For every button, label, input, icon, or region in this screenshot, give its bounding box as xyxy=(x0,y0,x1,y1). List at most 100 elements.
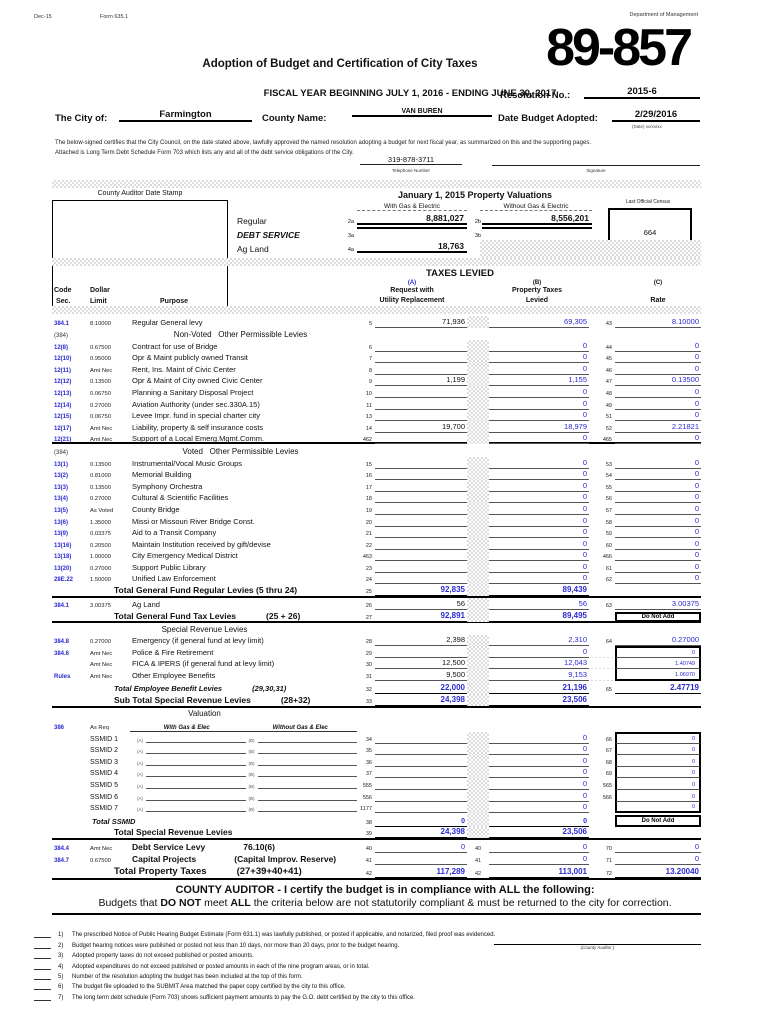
field-c[interactable]: 0 xyxy=(615,363,701,375)
field-a[interactable] xyxy=(375,550,467,562)
telephone-field[interactable]: 319-878-3711 xyxy=(360,155,462,165)
field-c[interactable]: 8.10000 xyxy=(615,316,701,328)
field-a[interactable] xyxy=(375,755,467,767)
field-c[interactable]: 0 xyxy=(615,480,701,492)
checklist-blank-field[interactable] xyxy=(34,942,51,949)
field-c[interactable]: 0 xyxy=(615,340,701,352)
field-a[interactable] xyxy=(375,646,467,658)
field-a[interactable] xyxy=(375,732,467,744)
checklist-blank-field[interactable] xyxy=(34,983,51,991)
field-c[interactable]: 0 xyxy=(615,469,701,481)
field-b[interactable]: 0 xyxy=(489,755,589,767)
field-c[interactable]: 0 xyxy=(615,457,701,469)
total-a[interactable]: 24,398 xyxy=(375,694,467,706)
total-a[interactable]: 22,000 xyxy=(375,681,467,695)
field-a[interactable]: 9,500 xyxy=(375,669,467,681)
ssmid-with-field[interactable] xyxy=(146,758,246,766)
field-a[interactable] xyxy=(375,386,467,399)
signature-field[interactable] xyxy=(492,164,700,166)
field-a[interactable] xyxy=(375,744,467,756)
field-b[interactable]: 0 xyxy=(489,840,589,853)
field-b[interactable]: 0 xyxy=(489,386,589,399)
field-c[interactable]: 0 xyxy=(615,789,701,802)
field-b[interactable]: 0 xyxy=(489,433,589,444)
field-b[interactable]: 0 xyxy=(489,538,589,550)
field-a[interactable] xyxy=(375,433,467,444)
field-c[interactable]: 0 xyxy=(615,386,701,399)
checklist-blank-field[interactable] xyxy=(34,973,51,980)
county-auditor-signature-field[interactable]: (County Auditor ) xyxy=(494,944,701,950)
total-b[interactable]: 113,001 xyxy=(489,865,589,879)
field-a[interactable]: 71,936 xyxy=(375,316,467,328)
field-a[interactable]: 56 xyxy=(375,598,467,610)
field-b[interactable]: 0 xyxy=(489,340,589,352)
field-b[interactable]: 0 xyxy=(489,561,589,573)
total-a[interactable]: 117,289 xyxy=(375,865,467,879)
field-b[interactable]: 0 xyxy=(489,802,589,814)
field-c[interactable]: 0 xyxy=(615,550,701,562)
total-b[interactable]: 23,506 xyxy=(489,827,589,839)
total-b[interactable]: 23,506 xyxy=(489,694,589,706)
field-b[interactable]: 0 xyxy=(489,550,589,562)
field-a[interactable]: 2,398 xyxy=(375,635,467,647)
field-b[interactable]: 56 xyxy=(489,598,589,610)
field-b[interactable]: 0 xyxy=(489,732,589,744)
field-c[interactable]: 0 xyxy=(615,352,701,364)
field-b[interactable]: 0 xyxy=(489,790,589,802)
field-b[interactable]: 0 xyxy=(489,744,589,756)
field-b[interactable]: 0 xyxy=(489,469,589,481)
field-c[interactable]: 0 xyxy=(615,801,701,814)
total-a[interactable]: 92,891 xyxy=(375,610,467,622)
total-a[interactable]: 92,835 xyxy=(375,584,467,596)
field-c[interactable]: 0 xyxy=(615,398,701,410)
total-b[interactable]: 89,439 xyxy=(489,584,589,596)
field-a[interactable] xyxy=(375,410,467,422)
field-b[interactable]: 18,979 xyxy=(489,421,589,433)
field-b[interactable]: 0 xyxy=(489,398,589,410)
ssmid-with-field[interactable] xyxy=(146,746,246,755)
field-c[interactable]: 0 xyxy=(615,766,701,779)
field-b[interactable]: 0 xyxy=(489,410,589,422)
field-c[interactable]: 0 xyxy=(615,743,701,756)
field-a[interactable] xyxy=(375,352,467,364)
field-b[interactable]: 0 xyxy=(489,352,589,364)
ssmid-without-field[interactable] xyxy=(257,735,357,743)
total-a[interactable]: 0 xyxy=(375,813,467,827)
field-c[interactable]: 0 xyxy=(615,646,701,658)
field-a[interactable] xyxy=(375,853,467,866)
field-a[interactable] xyxy=(375,503,467,515)
field-a[interactable] xyxy=(375,561,467,573)
field-c[interactable]: 0 xyxy=(615,755,701,767)
field-c[interactable]: 2.21821 xyxy=(615,421,701,433)
field-b[interactable]: 1,155 xyxy=(489,375,589,387)
field-b[interactable]: 0 xyxy=(489,778,589,790)
county-field[interactable]: VAN BUREN xyxy=(352,108,492,117)
field-b[interactable]: 0 xyxy=(489,503,589,515)
field-b[interactable]: 0 xyxy=(489,527,589,539)
ssmid-without-field[interactable] xyxy=(257,781,357,789)
field-a[interactable] xyxy=(375,538,467,550)
field-a[interactable] xyxy=(375,573,467,585)
valuation-agland-with[interactable]: 18,763 xyxy=(357,241,467,253)
field-c[interactable]: 0 xyxy=(615,433,701,444)
field-c[interactable]: 0 xyxy=(615,573,701,585)
field-a[interactable]: 0 xyxy=(375,840,467,853)
ssmid-without-field[interactable] xyxy=(257,758,357,766)
field-c[interactable]: 1.06970 xyxy=(615,669,701,681)
ssmid-with-field[interactable] xyxy=(146,769,246,778)
total-c[interactable]: 13.20040 xyxy=(615,865,701,879)
valuation-debt-with[interactable] xyxy=(357,227,467,229)
field-c[interactable]: 0 xyxy=(615,731,701,744)
field-a[interactable] xyxy=(375,515,467,527)
field-b[interactable]: 2,310 xyxy=(489,635,589,647)
field-a[interactable] xyxy=(375,802,467,814)
total-b[interactable]: 89,495 xyxy=(489,610,589,622)
total-c[interactable]: 2.47719 xyxy=(615,681,701,695)
checklist-blank-field[interactable] xyxy=(34,952,51,960)
field-a[interactable] xyxy=(375,340,467,352)
field-b[interactable]: 0 xyxy=(489,573,589,585)
field-c[interactable]: 0 xyxy=(615,778,701,790)
ssmid-without-field[interactable] xyxy=(257,769,357,778)
field-b[interactable]: 0 xyxy=(489,767,589,779)
field-b[interactable]: 9,153 xyxy=(489,669,589,681)
